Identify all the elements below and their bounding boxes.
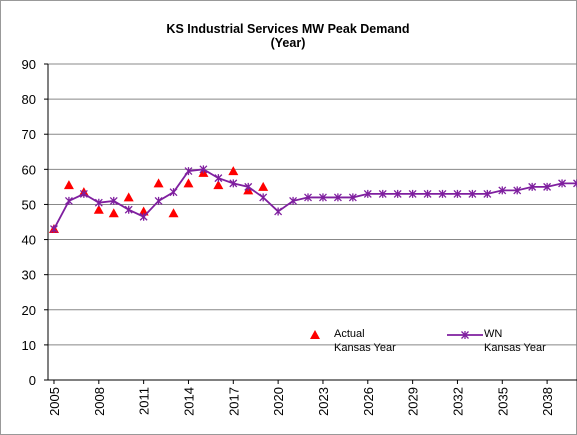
triangle-marker (213, 180, 224, 190)
y-tick-label: 40 (22, 233, 36, 248)
y-tick-label: 60 (22, 162, 36, 177)
star-marker (319, 193, 327, 202)
y-tick-label: 0 (29, 373, 36, 388)
legend-label: WN Kansas Year (484, 328, 546, 354)
star-marker (573, 179, 577, 188)
star-marker (64, 196, 73, 205)
star-marker (184, 167, 193, 176)
x-tick-label: 2008 (92, 387, 107, 416)
star-marker (289, 196, 298, 205)
star-marker (348, 193, 357, 202)
star-marker (498, 186, 507, 195)
y-tick-label: 10 (22, 338, 36, 353)
star-marker (109, 196, 118, 205)
series-line (53, 168, 577, 230)
star-marker (423, 189, 432, 198)
star-marker (154, 196, 163, 205)
star-marker (169, 188, 178, 197)
x-tick-label: 2029 (406, 387, 421, 416)
star-marker (408, 189, 417, 198)
star-marker (124, 205, 133, 214)
star-marker (528, 182, 537, 191)
star-marker (378, 189, 387, 198)
triangle-marker (310, 330, 320, 339)
x-tick-label: 2014 (181, 387, 196, 416)
triangle-marker (153, 178, 164, 188)
x-tick-label: 2038 (540, 387, 555, 416)
triangle-marker (63, 180, 74, 190)
star-marker (259, 193, 268, 202)
x-tick-label: 2032 (450, 387, 465, 416)
star-marker (139, 212, 148, 221)
y-tick-label: 70 (22, 127, 36, 142)
chart-subtitle: (Year) (271, 36, 306, 50)
x-tick-label: 2011 (137, 387, 152, 415)
y-tick-label: 50 (22, 197, 36, 212)
star-marker (461, 331, 469, 339)
triangle-marker (168, 208, 179, 218)
x-tick-label: 2017 (226, 387, 241, 416)
star-marker (274, 207, 283, 216)
x-tick-label: 2035 (495, 387, 510, 416)
chart-title: KS Industrial Services MW Peak Demand (166, 22, 409, 36)
star-marker (229, 179, 238, 188)
y-tick-label: 20 (22, 303, 36, 318)
legend-label: Actual Kansas Year (334, 328, 396, 354)
y-tick-label: 80 (22, 92, 36, 107)
triangle-marker (228, 166, 239, 176)
star-marker (304, 193, 312, 202)
star-marker (453, 189, 462, 198)
star-marker (558, 179, 567, 188)
star-marker (543, 182, 552, 191)
triangle-marker (258, 181, 269, 191)
triangle-marker (123, 192, 134, 202)
star-marker (438, 189, 447, 198)
triangle-marker (93, 204, 104, 214)
triangle-marker (183, 178, 194, 188)
star-marker (333, 193, 342, 202)
triangle-marker (108, 208, 119, 218)
star-marker (94, 198, 103, 207)
x-tick-label: 2005 (47, 387, 62, 416)
star-marker (199, 165, 208, 174)
x-tick-label: 2023 (316, 387, 331, 416)
star-marker (50, 225, 58, 234)
star-marker (513, 186, 522, 195)
x-tick-label: 2026 (361, 387, 376, 416)
star-marker (393, 189, 402, 198)
x-tick-label: 2020 (271, 387, 286, 416)
star-marker (483, 189, 492, 198)
star-marker (244, 182, 253, 191)
star-marker (214, 174, 223, 183)
y-tick-label: 90 (22, 57, 36, 72)
star-marker (363, 189, 372, 198)
star-marker (468, 189, 477, 198)
star-marker (79, 189, 88, 198)
y-tick-label: 30 (22, 268, 36, 283)
